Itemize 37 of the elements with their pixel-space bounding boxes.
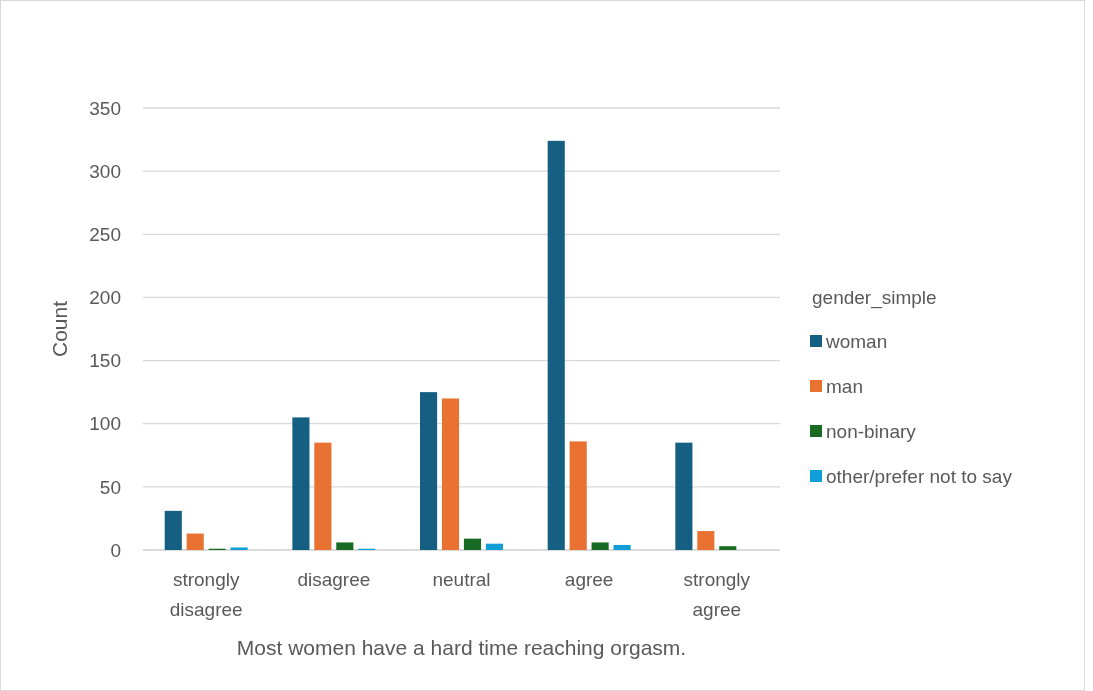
bar bbox=[547, 140, 565, 550]
legend-label: non-binary bbox=[826, 420, 917, 442]
x-tick-label: strongly agree bbox=[683, 569, 751, 620]
bar bbox=[164, 510, 182, 550]
bar bbox=[463, 538, 482, 550]
y-tick-label: 150 bbox=[89, 350, 121, 372]
y-tick-label: 350 bbox=[89, 97, 121, 119]
legend-label: other/prefer not to say bbox=[826, 465, 1013, 487]
bar bbox=[697, 531, 715, 550]
x-tick-label: neutral bbox=[432, 569, 491, 590]
bar bbox=[613, 544, 631, 550]
x-tick-label: agree bbox=[564, 569, 614, 590]
y-tick-label: 250 bbox=[89, 223, 121, 245]
y-tick-label: 0 bbox=[110, 539, 121, 561]
legend-title: gender_simple bbox=[812, 286, 937, 309]
y-tick-label: 200 bbox=[89, 287, 121, 309]
x-tick-label: strongly disagree bbox=[169, 569, 243, 620]
bar bbox=[336, 542, 354, 550]
bar bbox=[675, 442, 693, 550]
x-tick-label: disagree bbox=[297, 569, 371, 590]
y-tick-label: 100 bbox=[89, 413, 121, 435]
x-axis-title: Most women have a hard time reaching orgasm. bbox=[236, 636, 687, 659]
legend-label: man bbox=[826, 375, 863, 397]
bar bbox=[569, 441, 587, 550]
legend-label: woman bbox=[825, 330, 888, 352]
y-axis-title: Count bbox=[48, 300, 71, 358]
bar bbox=[314, 442, 332, 550]
bar bbox=[441, 398, 460, 550]
bar bbox=[292, 417, 310, 550]
bar bbox=[420, 392, 438, 550]
bar bbox=[485, 543, 503, 550]
bar bbox=[230, 547, 248, 550]
bar bbox=[186, 533, 204, 550]
bar bbox=[719, 546, 737, 550]
y-tick-label: 50 bbox=[99, 476, 121, 498]
y-tick-label: 300 bbox=[89, 160, 121, 182]
bar bbox=[591, 542, 609, 550]
